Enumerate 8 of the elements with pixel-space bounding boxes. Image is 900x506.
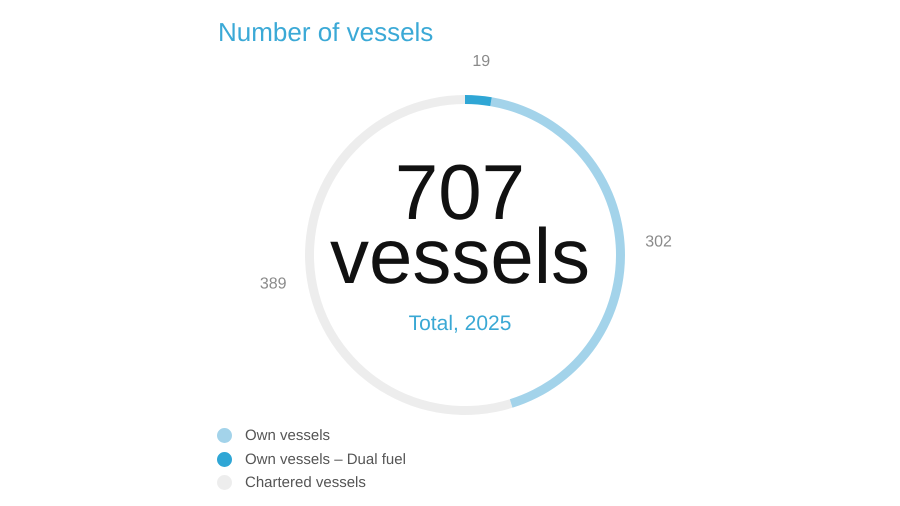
legend-label: Chartered vessels: [245, 474, 366, 492]
legend-label: Own vessels – Dual fuel: [245, 450, 406, 468]
data-label: 389: [260, 276, 287, 293]
chart-title: Number of vessels: [218, 17, 434, 48]
legend-label: Own vessels: [245, 427, 330, 444]
data-label: 19: [472, 53, 490, 70]
data-label: 302: [645, 234, 672, 251]
text: Total, 2025: [408, 311, 512, 337]
